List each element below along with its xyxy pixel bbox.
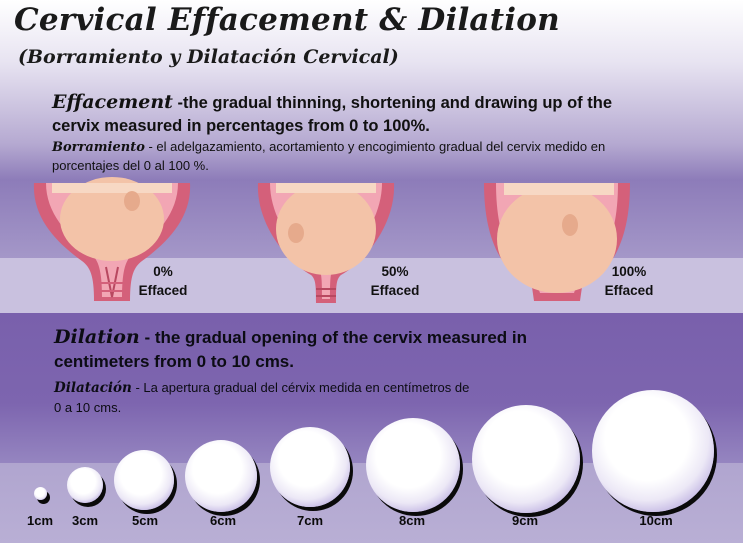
- dilation-label-1cm: 1cm: [26, 513, 54, 528]
- dilation-circle-9cm: [472, 405, 580, 513]
- effacement-label-100: 100% Effaced: [594, 262, 664, 300]
- dilation-circle-3cm: [67, 467, 103, 503]
- dilation-label-7cm: 7cm: [296, 513, 324, 528]
- dilation-term: Dilation: [54, 326, 140, 348]
- borramiento-text: - el adelgazamiento, acortamiento y enco…: [52, 139, 606, 173]
- uterus-50-percent-illustration: [257, 183, 395, 303]
- borramiento-term: Borramiento: [52, 140, 145, 155]
- dilation-label-3cm: 3cm: [71, 513, 99, 528]
- uterus-100-percent-illustration: [484, 183, 630, 301]
- dilation-circle-6cm: [185, 440, 257, 512]
- page-subtitle: (Borramiento y Dilatación Cervical): [18, 46, 399, 68]
- effacement-definition: Effacement -the gradual thinning, shorte…: [52, 91, 652, 138]
- effacement-label-50: 50% Effaced: [360, 262, 430, 300]
- borramiento-definition: Borramiento - el adelgazamiento, acortam…: [52, 138, 652, 175]
- dilation-label-5cm: 5cm: [131, 513, 159, 528]
- effacement-term: Effacement: [52, 91, 173, 113]
- dilation-label-6cm: 6cm: [209, 513, 237, 528]
- effacement-percent-50: 50%: [381, 264, 409, 279]
- dilation-definition: Dilation - the gradual opening of the ce…: [54, 325, 614, 374]
- page-title: Cervical Effacement & Dilation: [14, 2, 560, 38]
- dilation-circle-5cm: [114, 450, 174, 510]
- dilation-circle-8cm: [366, 418, 460, 512]
- dilatacion-term: Dilatación: [54, 380, 132, 396]
- effacement-percent-0: 0%: [153, 264, 173, 279]
- dilation-circle-10cm: [592, 390, 714, 512]
- effacement-word-100: Effaced: [604, 283, 654, 298]
- dilation-label-10cm: 10cm: [639, 513, 673, 528]
- header-band: [0, 0, 743, 180]
- effacement-label-0: 0% Effaced: [128, 262, 198, 300]
- effacement-text: -the gradual thinning, shortening and dr…: [52, 94, 613, 135]
- dilation-label-8cm: 8cm: [398, 513, 426, 528]
- dilation-circle-7cm: [270, 427, 350, 507]
- dilation-circle-1cm: [34, 487, 47, 500]
- effacement-word-50: Effaced: [370, 283, 420, 298]
- dilatacion-definition: Dilatación - La apertura gradual del cér…: [54, 378, 474, 417]
- uterus-0-percent-illustration: [33, 177, 191, 301]
- effacement-percent-100: 100%: [611, 264, 647, 279]
- dilation-text: - the gradual opening of the cervix meas…: [54, 328, 528, 371]
- dilation-label-9cm: 9cm: [511, 513, 539, 528]
- effacement-word-0: Effaced: [138, 283, 188, 298]
- dilatacion-text: - La apertura gradual del cérvix medida …: [54, 380, 470, 415]
